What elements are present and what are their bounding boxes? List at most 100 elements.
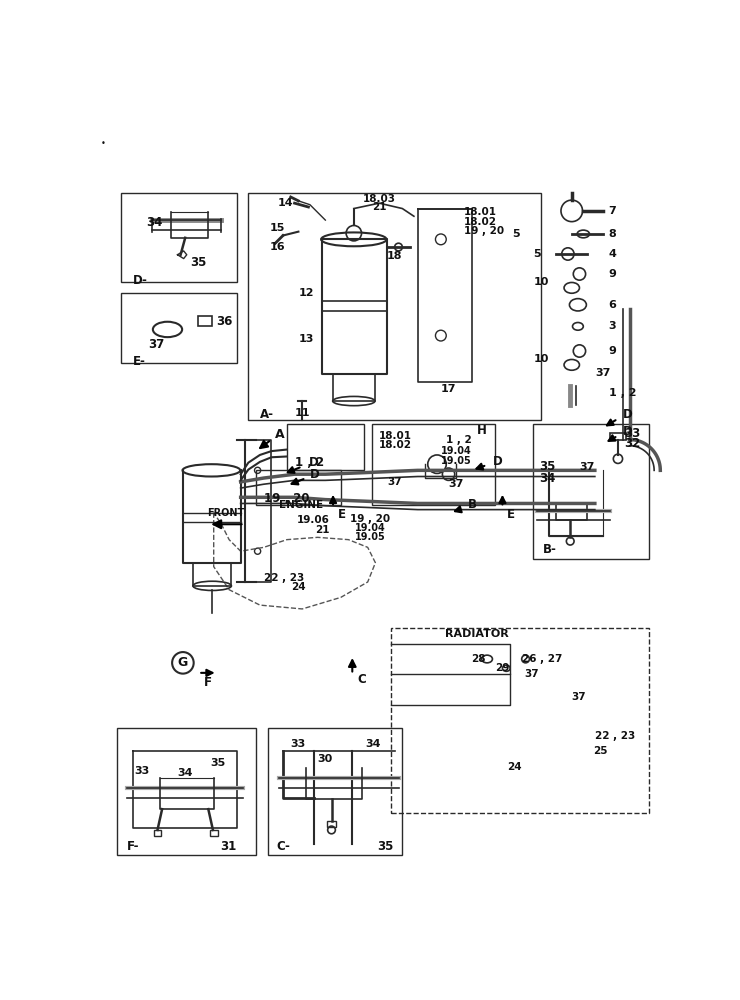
Text: 8: 8 xyxy=(609,229,616,239)
Text: H: H xyxy=(477,424,487,437)
Text: A-: A- xyxy=(260,408,274,421)
Text: 18.03: 18.03 xyxy=(363,194,396,204)
Text: ENGINE: ENGINE xyxy=(279,500,323,510)
Text: 35: 35 xyxy=(210,758,225,768)
Bar xyxy=(210,830,218,836)
Text: 17: 17 xyxy=(441,384,457,394)
Bar xyxy=(118,728,256,855)
Text: D: D xyxy=(309,456,318,469)
Text: 18.01: 18.01 xyxy=(464,207,497,217)
Text: 3: 3 xyxy=(609,321,616,331)
Text: A: A xyxy=(275,428,285,441)
Text: 37: 37 xyxy=(387,477,402,487)
Text: B: B xyxy=(468,498,477,512)
Text: 1 , 2: 1 , 2 xyxy=(446,435,471,445)
Text: 37: 37 xyxy=(572,692,586,702)
Text: 16: 16 xyxy=(269,242,286,252)
Text: 35: 35 xyxy=(377,840,393,853)
Text: 18.02: 18.02 xyxy=(380,440,412,450)
Text: 35: 35 xyxy=(191,256,207,269)
Text: RADIATOR: RADIATOR xyxy=(445,629,508,639)
Bar xyxy=(534,424,649,559)
Text: 12: 12 xyxy=(298,288,314,298)
Text: 34: 34 xyxy=(146,216,162,229)
Text: 18.01: 18.01 xyxy=(380,431,412,441)
Text: 19 , 20: 19 , 20 xyxy=(263,492,309,505)
Text: 37: 37 xyxy=(148,338,164,351)
Text: 19 , 20: 19 , 20 xyxy=(350,514,390,524)
Text: 33: 33 xyxy=(291,739,306,749)
Text: 19.04: 19.04 xyxy=(441,446,471,456)
Text: 35: 35 xyxy=(539,460,556,473)
Text: 19 , 20: 19 , 20 xyxy=(464,226,504,236)
Text: 5: 5 xyxy=(513,229,520,239)
Bar xyxy=(268,728,403,855)
Text: B-: B- xyxy=(542,543,556,556)
Text: 28: 28 xyxy=(471,654,485,664)
Bar xyxy=(121,193,237,282)
Text: 14: 14 xyxy=(278,198,293,208)
Text: 19.05: 19.05 xyxy=(354,532,386,542)
Text: F-: F- xyxy=(127,840,139,853)
Text: D: D xyxy=(310,468,320,481)
Text: 34: 34 xyxy=(539,472,556,485)
Text: 37: 37 xyxy=(595,368,610,378)
Text: 22 , 23: 22 , 23 xyxy=(263,573,304,583)
Text: FRONT: FRONT xyxy=(206,508,244,518)
Text: 9: 9 xyxy=(609,269,616,279)
Text: 18: 18 xyxy=(387,251,403,261)
Text: 24: 24 xyxy=(507,762,521,772)
Text: 34: 34 xyxy=(366,739,381,749)
Text: 37: 37 xyxy=(579,462,595,472)
Text: 24: 24 xyxy=(291,582,306,592)
Text: •: • xyxy=(101,139,105,148)
Text: C: C xyxy=(357,673,366,686)
Text: 15: 15 xyxy=(270,223,286,233)
Text: 33: 33 xyxy=(624,427,640,440)
Bar xyxy=(391,628,649,813)
Text: D: D xyxy=(622,408,632,421)
Text: 19.04: 19.04 xyxy=(354,523,386,533)
Text: 18.02: 18.02 xyxy=(464,217,497,227)
Bar xyxy=(610,433,625,440)
Bar xyxy=(256,470,340,505)
Text: 36: 36 xyxy=(216,315,232,328)
Text: 30: 30 xyxy=(317,754,333,764)
Text: E: E xyxy=(337,508,346,521)
Text: E: E xyxy=(507,508,515,521)
Text: 22 , 23: 22 , 23 xyxy=(595,731,635,741)
Text: F: F xyxy=(204,676,212,689)
Text: 4: 4 xyxy=(609,249,616,259)
Text: E-: E- xyxy=(133,355,146,368)
Text: D: D xyxy=(494,455,503,468)
Text: 25: 25 xyxy=(593,746,608,756)
Text: 19.06: 19.06 xyxy=(296,515,329,525)
Text: 32: 32 xyxy=(624,437,640,450)
Text: 34: 34 xyxy=(178,768,193,778)
Text: D-: D- xyxy=(133,274,148,287)
Bar xyxy=(121,293,237,363)
Text: D: D xyxy=(622,425,632,438)
Bar xyxy=(198,316,212,326)
Text: 10: 10 xyxy=(534,277,548,287)
Text: 9: 9 xyxy=(609,346,616,356)
Bar xyxy=(154,830,161,836)
Bar xyxy=(371,424,495,505)
Text: 37: 37 xyxy=(524,669,539,679)
Text: 19.05: 19.05 xyxy=(441,456,471,466)
Text: 10: 10 xyxy=(534,354,548,364)
Text: 29: 29 xyxy=(495,663,509,673)
Bar xyxy=(327,821,336,827)
Text: 5: 5 xyxy=(534,249,541,259)
Bar xyxy=(287,424,364,470)
Text: 26 , 27: 26 , 27 xyxy=(522,654,562,664)
Text: 33: 33 xyxy=(135,766,149,776)
Text: 21: 21 xyxy=(314,525,329,535)
Text: 13: 13 xyxy=(298,334,314,344)
Text: 37: 37 xyxy=(448,479,464,489)
Text: 11: 11 xyxy=(295,408,310,418)
Text: C-: C- xyxy=(277,840,291,853)
Text: 1 , 2: 1 , 2 xyxy=(295,456,323,469)
Text: G: G xyxy=(178,656,188,669)
Text: 1 , 2: 1 , 2 xyxy=(609,388,636,398)
